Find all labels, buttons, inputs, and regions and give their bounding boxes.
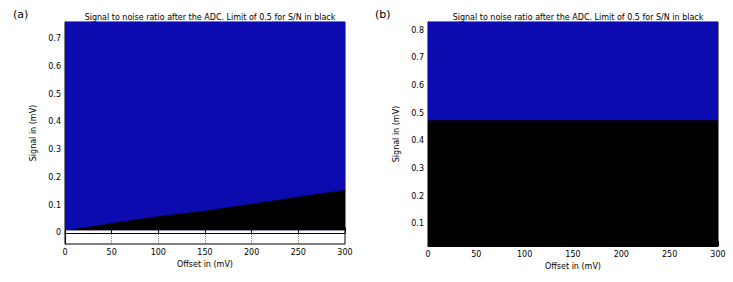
svg-text:Signal to noise ratio after th: Signal to noise ratio after the ADC. Lim… (453, 13, 704, 22)
svg-text:0.5: 0.5 (48, 90, 61, 99)
svg-text:Signal in (mV): Signal in (mV) (29, 105, 38, 161)
svg-text:Signal to noise ratio after th: Signal to noise ratio after the ADC. Lim… (85, 13, 336, 22)
svg-text:100: 100 (151, 248, 166, 257)
svg-text:250: 250 (662, 250, 677, 259)
svg-text:0.7: 0.7 (411, 53, 424, 62)
svg-text:Signal in (mV): Signal in (mV) (392, 106, 401, 162)
svg-text:0.8: 0.8 (411, 26, 424, 35)
svg-text:0.2: 0.2 (48, 173, 61, 182)
svg-text:150: 150 (197, 248, 212, 257)
svg-text:100: 100 (517, 250, 532, 259)
svg-text:300: 300 (337, 248, 352, 257)
svg-text:50: 50 (471, 250, 481, 259)
svg-text:0.2: 0.2 (411, 192, 424, 201)
svg-text:0: 0 (425, 250, 430, 259)
svg-text:0.4: 0.4 (48, 117, 61, 126)
svg-text:0.6: 0.6 (48, 62, 61, 71)
svg-text:0.6: 0.6 (411, 81, 424, 90)
svg-text:250: 250 (291, 248, 306, 257)
svg-text:Offset in (mV): Offset in (mV) (177, 260, 233, 269)
svg-text:(b): (b) (375, 8, 391, 21)
svg-text:0.1: 0.1 (411, 219, 424, 228)
svg-text:0.1: 0.1 (48, 201, 61, 210)
svg-text:0: 0 (62, 248, 67, 257)
svg-text:0.7: 0.7 (48, 34, 61, 43)
svg-text:50: 50 (107, 248, 117, 257)
svg-text:(a): (a) (13, 8, 28, 21)
svg-text:150: 150 (565, 250, 580, 259)
svg-text:0.4: 0.4 (411, 136, 424, 145)
svg-text:Offset in (mV): Offset in (mV) (545, 262, 601, 271)
svg-text:0: 0 (56, 228, 61, 237)
svg-text:0.5: 0.5 (411, 109, 424, 118)
svg-text:200: 200 (614, 250, 629, 259)
svg-text:0.3: 0.3 (48, 145, 61, 154)
svg-text:0.3: 0.3 (411, 164, 424, 173)
svg-text:300: 300 (710, 250, 725, 259)
svg-text:200: 200 (244, 248, 259, 257)
